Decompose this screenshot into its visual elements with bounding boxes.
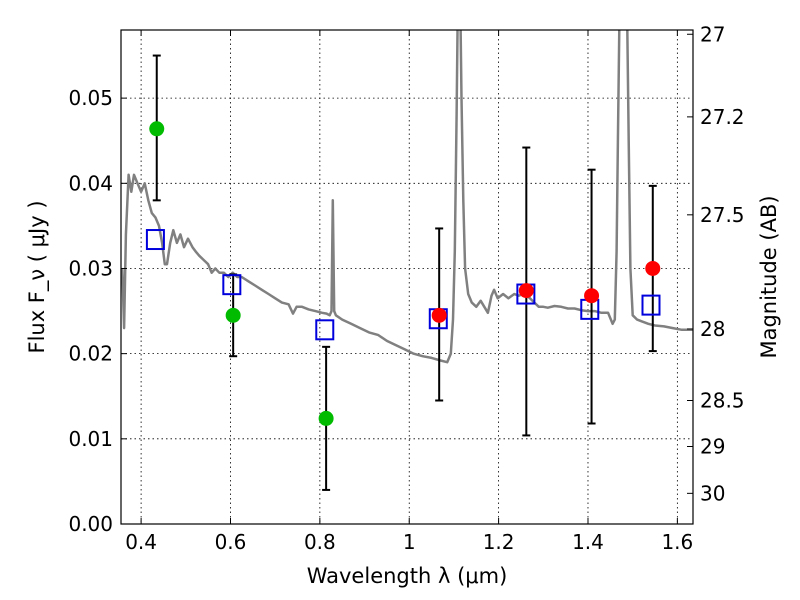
y-axis-label-right: Magnitude (AB) bbox=[757, 195, 781, 358]
right-tick-label: 30 bbox=[700, 481, 725, 505]
error-bars bbox=[152, 54, 657, 491]
model-photometry-square bbox=[222, 274, 242, 296]
model-photometry-square bbox=[145, 229, 165, 251]
x-tick-label: 0.8 bbox=[304, 530, 336, 554]
data-markers bbox=[145, 121, 661, 426]
y-tick-label: 0.04 bbox=[68, 171, 113, 195]
y-tick-label: 0.03 bbox=[68, 256, 113, 280]
observed-point bbox=[149, 121, 165, 137]
y-tick-label: 0.05 bbox=[68, 86, 113, 110]
x-axis-label: Wavelength λ (μm) bbox=[307, 564, 508, 588]
x-tick-label: 1.4 bbox=[572, 530, 604, 554]
plot-data bbox=[121, 30, 693, 364]
x-tick-label: 0.4 bbox=[125, 530, 157, 554]
grid-lines bbox=[121, 30, 693, 524]
y-tick-label: 0.00 bbox=[68, 512, 113, 536]
right-tick-label: 27 bbox=[700, 22, 725, 46]
y-tick-label: 0.02 bbox=[68, 342, 113, 366]
x-tick-label: 1.2 bbox=[483, 530, 515, 554]
observed-point bbox=[584, 288, 600, 304]
y-axis-label: Flux F_ν ( μJy ) bbox=[25, 200, 50, 353]
x-tick-label: 1.6 bbox=[661, 530, 693, 554]
x-tick-label: 0.6 bbox=[215, 530, 247, 554]
observed-point bbox=[645, 260, 661, 276]
observed-point bbox=[431, 307, 447, 323]
model-sed-line bbox=[121, 30, 693, 364]
right-tick-label: 27.5 bbox=[700, 203, 745, 227]
right-tick-label: 28 bbox=[700, 317, 725, 341]
y-tick-label: 0.01 bbox=[68, 427, 113, 451]
right-tick-label: 29 bbox=[700, 434, 725, 458]
x-tick-label: 1 bbox=[403, 530, 416, 554]
observed-point bbox=[518, 283, 534, 299]
axis-ticks: 0.4 0.6 0.8 1 1.2 1.4 1.6 0.00 0.01 0.02 0.03 0.04 0… bbox=[68, 22, 744, 554]
right-tick-label: 28.5 bbox=[700, 389, 745, 413]
observed-point bbox=[225, 307, 241, 323]
model-photometry-square bbox=[641, 294, 661, 316]
plot-frame bbox=[120, 29, 694, 525]
observed-point bbox=[318, 410, 334, 426]
model-photometry-square bbox=[315, 319, 335, 341]
right-tick-label: 27.2 bbox=[700, 105, 745, 129]
